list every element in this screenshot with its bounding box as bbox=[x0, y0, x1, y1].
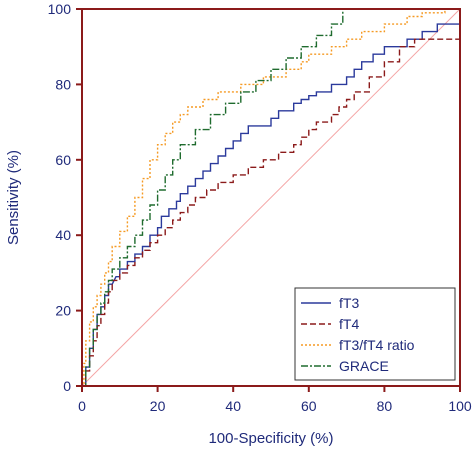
y-tick-label: 80 bbox=[55, 76, 71, 92]
x-tick-label: 80 bbox=[377, 398, 393, 414]
y-tick-label: 60 bbox=[55, 152, 71, 168]
legend-label-3: GRACE bbox=[339, 358, 389, 374]
y-tick-label: 100 bbox=[48, 1, 72, 17]
tick-layer: 0 20 40 60 80 100 0 20 40 60 80 100 bbox=[48, 1, 472, 414]
y-tick-label: 40 bbox=[55, 227, 71, 243]
x-tick-label: 40 bbox=[225, 398, 241, 414]
series-line-2 bbox=[82, 8, 460, 387]
reference-diagonal bbox=[81, 8, 461, 387]
series-line-1 bbox=[82, 9, 461, 387]
series-line-3 bbox=[82, 8, 460, 387]
plot-frame bbox=[81, 8, 461, 387]
legend-items: fT3 fT4 fT3/fT4 ratio GRACE bbox=[301, 295, 415, 374]
legend-label-1: fT4 bbox=[339, 316, 359, 332]
legend-label-0: fT3 bbox=[339, 295, 359, 311]
x-tick-label: 0 bbox=[78, 398, 86, 414]
series-layer bbox=[81, 8, 461, 387]
legend: fT3 fT4 fT3/fT4 ratio GRACE bbox=[294, 287, 456, 381]
x-tick-label: 60 bbox=[301, 398, 317, 414]
y-tick-label: 0 bbox=[63, 378, 71, 394]
x-axis-label: 100-Specificity (%) bbox=[208, 430, 333, 447]
y-axis-label: Sensitivity (%) bbox=[5, 150, 22, 245]
x-tick-label: 100 bbox=[448, 398, 472, 414]
x-tick-label: 20 bbox=[150, 398, 166, 414]
legend-label-2: fT3/fT4 ratio bbox=[339, 337, 415, 353]
series-line-0 bbox=[82, 9, 461, 387]
y-tick-label: 20 bbox=[55, 303, 71, 319]
